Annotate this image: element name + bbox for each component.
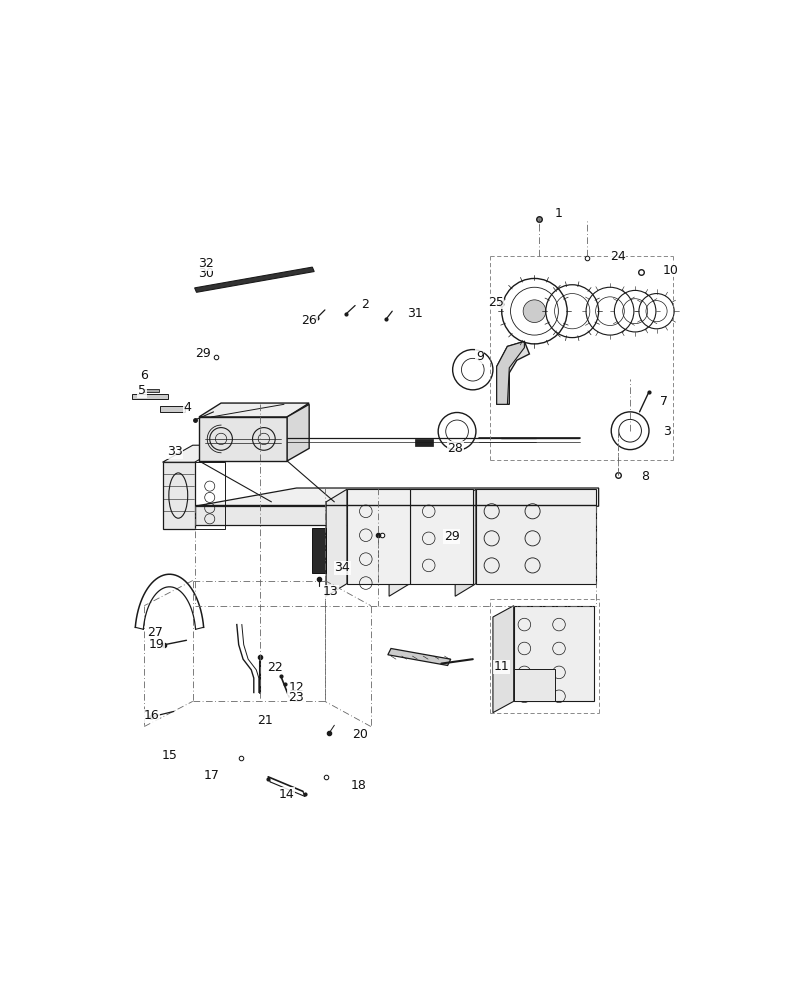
Text: 5: 5 [138, 384, 146, 397]
Text: 23: 23 [287, 691, 303, 704]
Text: 33: 33 [167, 445, 182, 458]
Text: 2: 2 [360, 298, 368, 311]
Text: 1: 1 [554, 207, 562, 220]
Polygon shape [162, 445, 225, 462]
Text: 4: 4 [183, 401, 191, 414]
Text: 21: 21 [257, 714, 273, 727]
Bar [131, 394, 168, 399]
Polygon shape [496, 341, 529, 404]
Text: 34: 34 [334, 561, 350, 574]
Text: 19: 19 [148, 638, 165, 651]
Text: 10: 10 [662, 264, 678, 277]
Polygon shape [475, 489, 594, 584]
Text: 25: 25 [487, 296, 503, 309]
Polygon shape [199, 417, 287, 461]
Text: 14: 14 [279, 788, 294, 801]
Polygon shape [326, 489, 346, 596]
Polygon shape [195, 488, 598, 506]
Polygon shape [144, 389, 159, 392]
Text: 32: 32 [198, 257, 213, 270]
Polygon shape [162, 462, 195, 529]
Text: 20: 20 [351, 728, 367, 741]
Text: 28: 28 [447, 442, 463, 455]
Polygon shape [199, 403, 309, 417]
Polygon shape [287, 404, 309, 461]
Polygon shape [388, 489, 410, 596]
Polygon shape [513, 606, 593, 701]
Text: 3: 3 [663, 425, 671, 438]
Text: 18: 18 [350, 779, 366, 792]
Text: 15: 15 [161, 749, 177, 762]
Text: 26: 26 [301, 314, 317, 327]
Polygon shape [513, 669, 554, 701]
Text: 29: 29 [195, 347, 210, 360]
Text: 29: 29 [444, 530, 459, 543]
Bar [160, 406, 185, 412]
Polygon shape [195, 506, 594, 525]
Polygon shape [496, 341, 524, 404]
Text: 30: 30 [198, 267, 213, 280]
Polygon shape [455, 489, 475, 596]
Text: 9: 9 [475, 350, 483, 363]
Text: 31: 31 [407, 307, 423, 320]
Text: 6: 6 [140, 369, 148, 382]
Polygon shape [346, 489, 410, 584]
Bar [414, 439, 432, 446]
Text: 17: 17 [204, 769, 220, 782]
Text: 8: 8 [640, 470, 648, 483]
Polygon shape [492, 606, 513, 713]
Text: 16: 16 [144, 709, 159, 722]
Text: 13: 13 [323, 585, 338, 598]
Text: 24: 24 [609, 250, 625, 263]
Polygon shape [195, 267, 314, 292]
Polygon shape [410, 489, 472, 584]
Text: 7: 7 [659, 395, 667, 408]
Text: 27: 27 [148, 626, 163, 639]
Circle shape [522, 300, 545, 323]
Text: 22: 22 [267, 661, 282, 674]
Text: 12: 12 [288, 681, 304, 694]
Text: 11: 11 [493, 660, 508, 673]
Bar [312, 528, 326, 573]
Polygon shape [388, 648, 450, 665]
